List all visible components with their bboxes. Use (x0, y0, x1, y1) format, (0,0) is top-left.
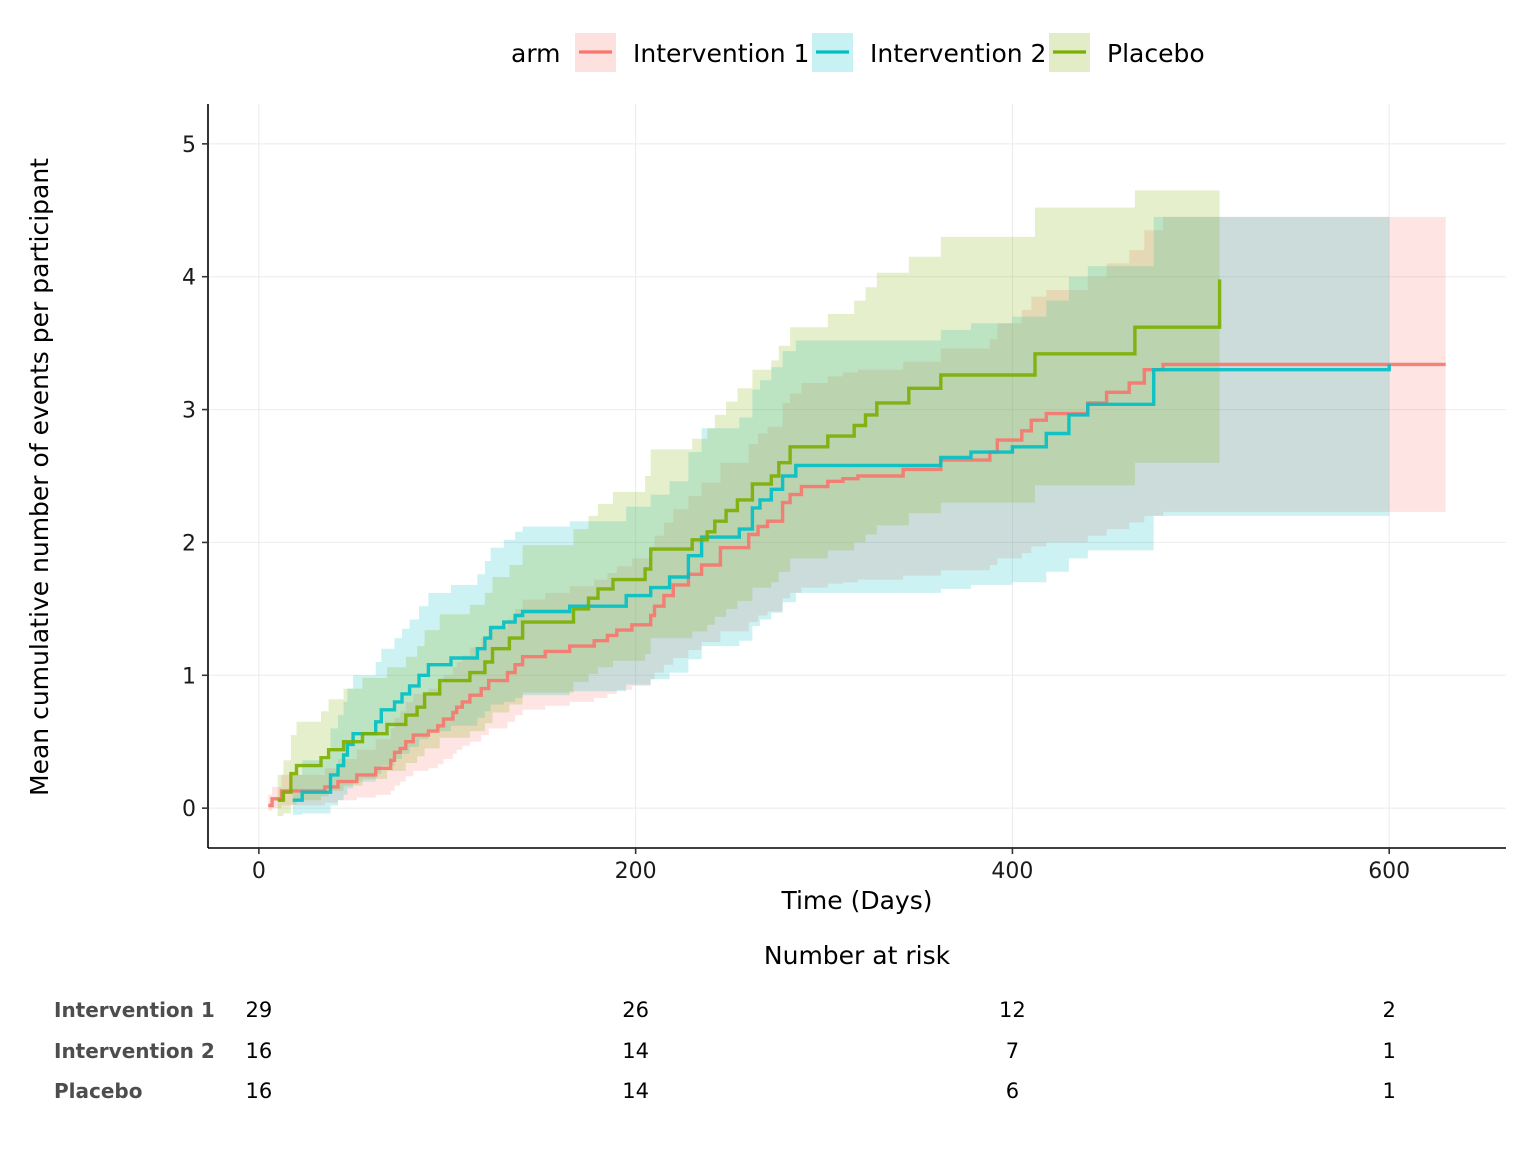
y-tick-label: 0 (182, 797, 196, 822)
series-line-intervention-2 (292, 364, 1391, 802)
risk-count-placebo: 16 (245, 1079, 272, 1103)
ci-band-intervention-1 (268, 216, 1446, 811)
confidence-bands (268, 137, 1446, 817)
x-axis-ticks: 0 200 400 600 (252, 848, 1410, 884)
risk-count-placebo: 6 (1006, 1079, 1019, 1103)
y-tick-label: 5 (182, 133, 196, 158)
risk-count-intervention-2: 16 (245, 1039, 272, 1063)
risk-count-intervention-1: 12 (999, 998, 1026, 1022)
x-tick-label: 200 (615, 859, 657, 884)
risk-count-placebo: 14 (622, 1079, 649, 1103)
risk-row-label-placebo: Placebo (54, 1079, 143, 1103)
step-lines (268, 279, 1446, 808)
risk-count-intervention-2: 14 (622, 1039, 649, 1063)
risk-table-title: Number at risk (764, 941, 951, 970)
y-tick-label: 2 (182, 531, 196, 556)
y-tick-label: 1 (182, 664, 196, 689)
y-tick-label: 4 (182, 266, 196, 291)
y-axis-title: Mean cumulative number of events per par… (25, 158, 54, 796)
legend-title: arm (511, 39, 561, 68)
x-tick-label: 0 (252, 859, 266, 884)
risk-row-label-intervention-1: Intervention 1 (54, 998, 215, 1022)
y-axis-ticks: 0 1 2 3 4 5 (182, 133, 208, 822)
risk-count-intervention-1: 2 (1383, 998, 1396, 1022)
legend-label-intervention-2: Intervention 2 (870, 39, 1046, 68)
ci-band-intervention-2 (292, 216, 1390, 815)
risk-row-label-intervention-2: Intervention 2 (54, 1039, 215, 1063)
risk-count-intervention-2: 1 (1383, 1039, 1396, 1063)
x-tick-label: 400 (991, 859, 1033, 884)
legend-key-intervention-2 (812, 33, 853, 72)
legend-key-intervention-1 (575, 33, 616, 72)
y-tick-label: 3 (182, 399, 196, 424)
legend-key-placebo (1049, 33, 1090, 72)
risk-count-intervention-1: 29 (245, 998, 272, 1022)
legend: arm Intervention 1 Intervention 2 Placeb… (511, 33, 1205, 72)
ci-band-placebo (277, 137, 1220, 817)
risk-count-intervention-1: 26 (622, 998, 649, 1022)
legend-label-intervention-1: Intervention 1 (633, 39, 809, 68)
series-line-placebo (277, 279, 1222, 802)
legend-label-placebo: Placebo (1107, 39, 1205, 68)
risk-count-intervention-2: 7 (1006, 1039, 1019, 1063)
x-axis-title: Time (Days) (780, 886, 932, 915)
x-tick-label: 600 (1368, 859, 1410, 884)
risk-count-placebo: 1 (1383, 1079, 1396, 1103)
